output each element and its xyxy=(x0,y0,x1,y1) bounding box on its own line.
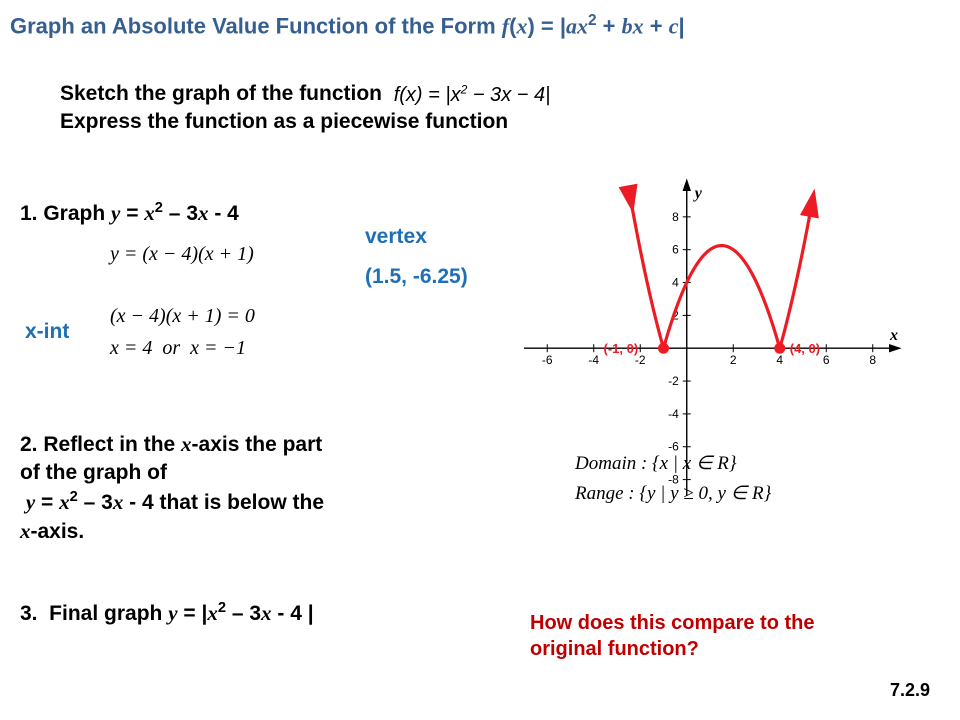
svg-text:(-1, 0): (-1, 0) xyxy=(604,341,639,356)
svg-text:2: 2 xyxy=(730,353,737,367)
xint-equations: (x − 4)(x + 1) = 0 x = 4 or x = −1 xyxy=(110,300,450,364)
svg-text:6: 6 xyxy=(823,353,830,367)
svg-text:4: 4 xyxy=(776,353,783,367)
step3-text: 3. Final graph y = |x2 – 3x - 4 | xyxy=(20,600,420,626)
svg-text:y: y xyxy=(693,185,703,202)
svg-text:8: 8 xyxy=(672,210,679,224)
instruction-formula: f(x) = |x2 − 3x − 4| xyxy=(394,84,551,106)
instruction-line2: Express the function as a piecewise func… xyxy=(60,110,508,133)
svg-text:-4: -4 xyxy=(668,407,679,421)
domain-range: Domain : {x | x ∈ R} Range : {y | y ≥ 0,… xyxy=(575,449,771,510)
xint-label: x-int xyxy=(25,320,69,344)
svg-text:x: x xyxy=(889,327,898,344)
svg-text:6: 6 xyxy=(672,243,679,257)
svg-text:4: 4 xyxy=(672,276,679,290)
vertex-label: vertex xyxy=(365,225,427,249)
svg-text:-4: -4 xyxy=(588,353,599,367)
comparison-question: How does this compare to the original fu… xyxy=(530,610,830,662)
instruction-block: Sketch the graph of the function f(x) = … xyxy=(60,80,550,137)
step2-text: 2. Reflect in the x-axis the part of the… xyxy=(20,430,340,546)
svg-text:-2: -2 xyxy=(668,374,679,388)
page-number: 7.2.9 xyxy=(890,680,930,701)
svg-text:-6: -6 xyxy=(542,353,553,367)
step1-heading: 1. Graph y = x2 – 3x - 4 xyxy=(20,200,450,226)
instruction-line1: Sketch the graph of the function xyxy=(60,82,382,105)
svg-text:(4, 0): (4, 0) xyxy=(790,341,820,356)
vertex-value: (1.5, -6.25) xyxy=(365,265,468,289)
svg-text:8: 8 xyxy=(869,353,876,367)
page-title: Graph an Absolute Value Function of the … xyxy=(0,0,960,39)
